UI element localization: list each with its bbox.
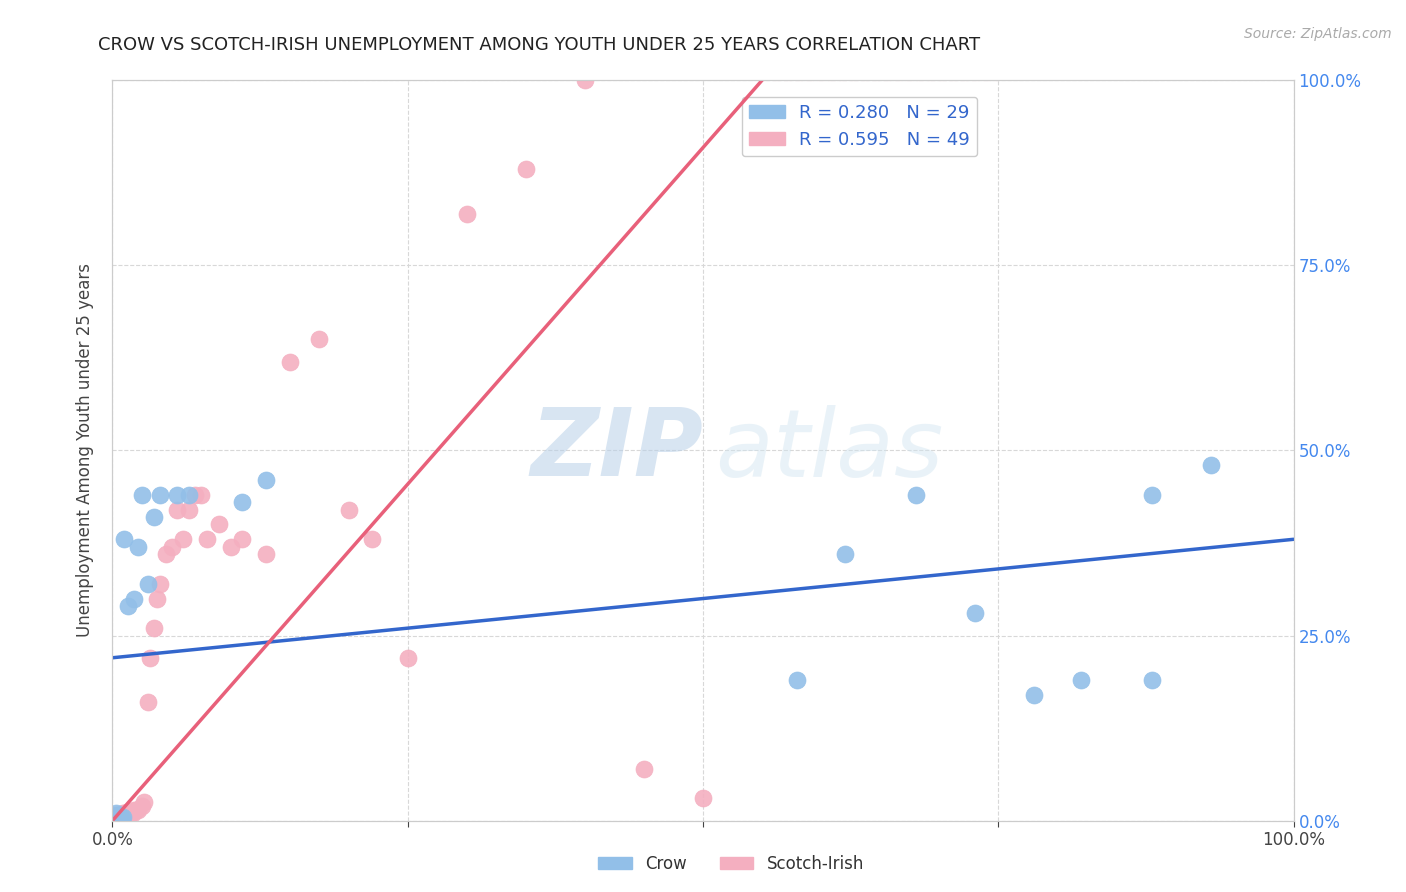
Point	[149, 576, 172, 591]
Point	[112, 806, 135, 821]
Point	[1070, 673, 1092, 687]
Point	[166, 502, 188, 516]
Point	[692, 791, 714, 805]
Point	[112, 810, 135, 824]
Point	[108, 810, 131, 824]
Text: CROW VS SCOTCH-IRISH UNEMPLOYMENT AMONG YOUTH UNDER 25 YEARS CORRELATION CHART: CROW VS SCOTCH-IRISH UNEMPLOYMENT AMONG …	[98, 36, 980, 54]
Point	[142, 621, 165, 635]
Point	[172, 533, 194, 547]
Point	[219, 540, 242, 554]
Point	[120, 805, 142, 819]
Point	[127, 540, 149, 554]
Point	[114, 806, 136, 821]
Point	[1199, 458, 1222, 473]
Point	[361, 533, 384, 547]
Point	[121, 806, 143, 821]
Point	[337, 502, 360, 516]
Point	[103, 810, 125, 824]
Point	[208, 517, 231, 532]
Point	[105, 806, 128, 821]
Point	[111, 812, 134, 826]
Legend: Crow, Scotch-Irish: Crow, Scotch-Irish	[592, 848, 870, 880]
Point	[786, 673, 808, 687]
Point	[1140, 673, 1163, 687]
Point	[254, 473, 277, 487]
Point	[231, 533, 253, 547]
Point	[633, 762, 655, 776]
Point	[396, 650, 419, 665]
Point	[105, 810, 128, 824]
Point	[108, 810, 131, 824]
Point	[115, 806, 138, 821]
Point	[107, 807, 129, 822]
Point	[278, 354, 301, 368]
Point	[107, 807, 129, 822]
Point	[146, 591, 169, 606]
Point	[155, 547, 177, 561]
Point	[105, 810, 128, 824]
Point	[142, 510, 165, 524]
Point	[118, 805, 141, 819]
Point	[904, 488, 927, 502]
Point	[117, 805, 139, 819]
Point	[134, 795, 156, 809]
Point	[515, 162, 537, 177]
Point	[184, 488, 207, 502]
Point	[190, 488, 212, 502]
Point	[195, 533, 218, 547]
Point	[308, 332, 330, 346]
Point	[120, 806, 142, 821]
Point	[231, 495, 253, 509]
Point	[136, 576, 159, 591]
Point	[834, 547, 856, 561]
Point	[112, 806, 135, 821]
Point	[125, 803, 148, 817]
Point	[112, 533, 135, 547]
Point	[1022, 688, 1045, 702]
Point	[131, 798, 153, 813]
Point	[574, 73, 596, 87]
Y-axis label: Unemployment Among Youth under 25 years: Unemployment Among Youth under 25 years	[76, 263, 94, 638]
Point	[122, 591, 145, 606]
Point	[110, 810, 132, 824]
Point	[122, 803, 145, 817]
Point	[139, 650, 162, 665]
Text: atlas: atlas	[714, 405, 943, 496]
Point	[110, 810, 132, 824]
Point	[131, 488, 153, 502]
Text: ZIP: ZIP	[530, 404, 703, 497]
Point	[104, 807, 127, 822]
Point	[1140, 488, 1163, 502]
Point	[254, 547, 277, 561]
Point	[963, 607, 986, 621]
Point	[136, 695, 159, 709]
Point	[149, 488, 172, 502]
Point	[179, 502, 201, 516]
Point	[456, 206, 478, 220]
Legend: R = 0.280   N = 29, R = 0.595   N = 49: R = 0.280 N = 29, R = 0.595 N = 49	[742, 96, 977, 156]
Point	[160, 540, 183, 554]
Point	[105, 810, 128, 824]
Point	[179, 488, 201, 502]
Point	[117, 599, 139, 613]
Text: Source: ZipAtlas.com: Source: ZipAtlas.com	[1244, 27, 1392, 41]
Point	[104, 810, 127, 824]
Point	[111, 807, 134, 822]
Point	[166, 488, 188, 502]
Point	[127, 803, 149, 817]
